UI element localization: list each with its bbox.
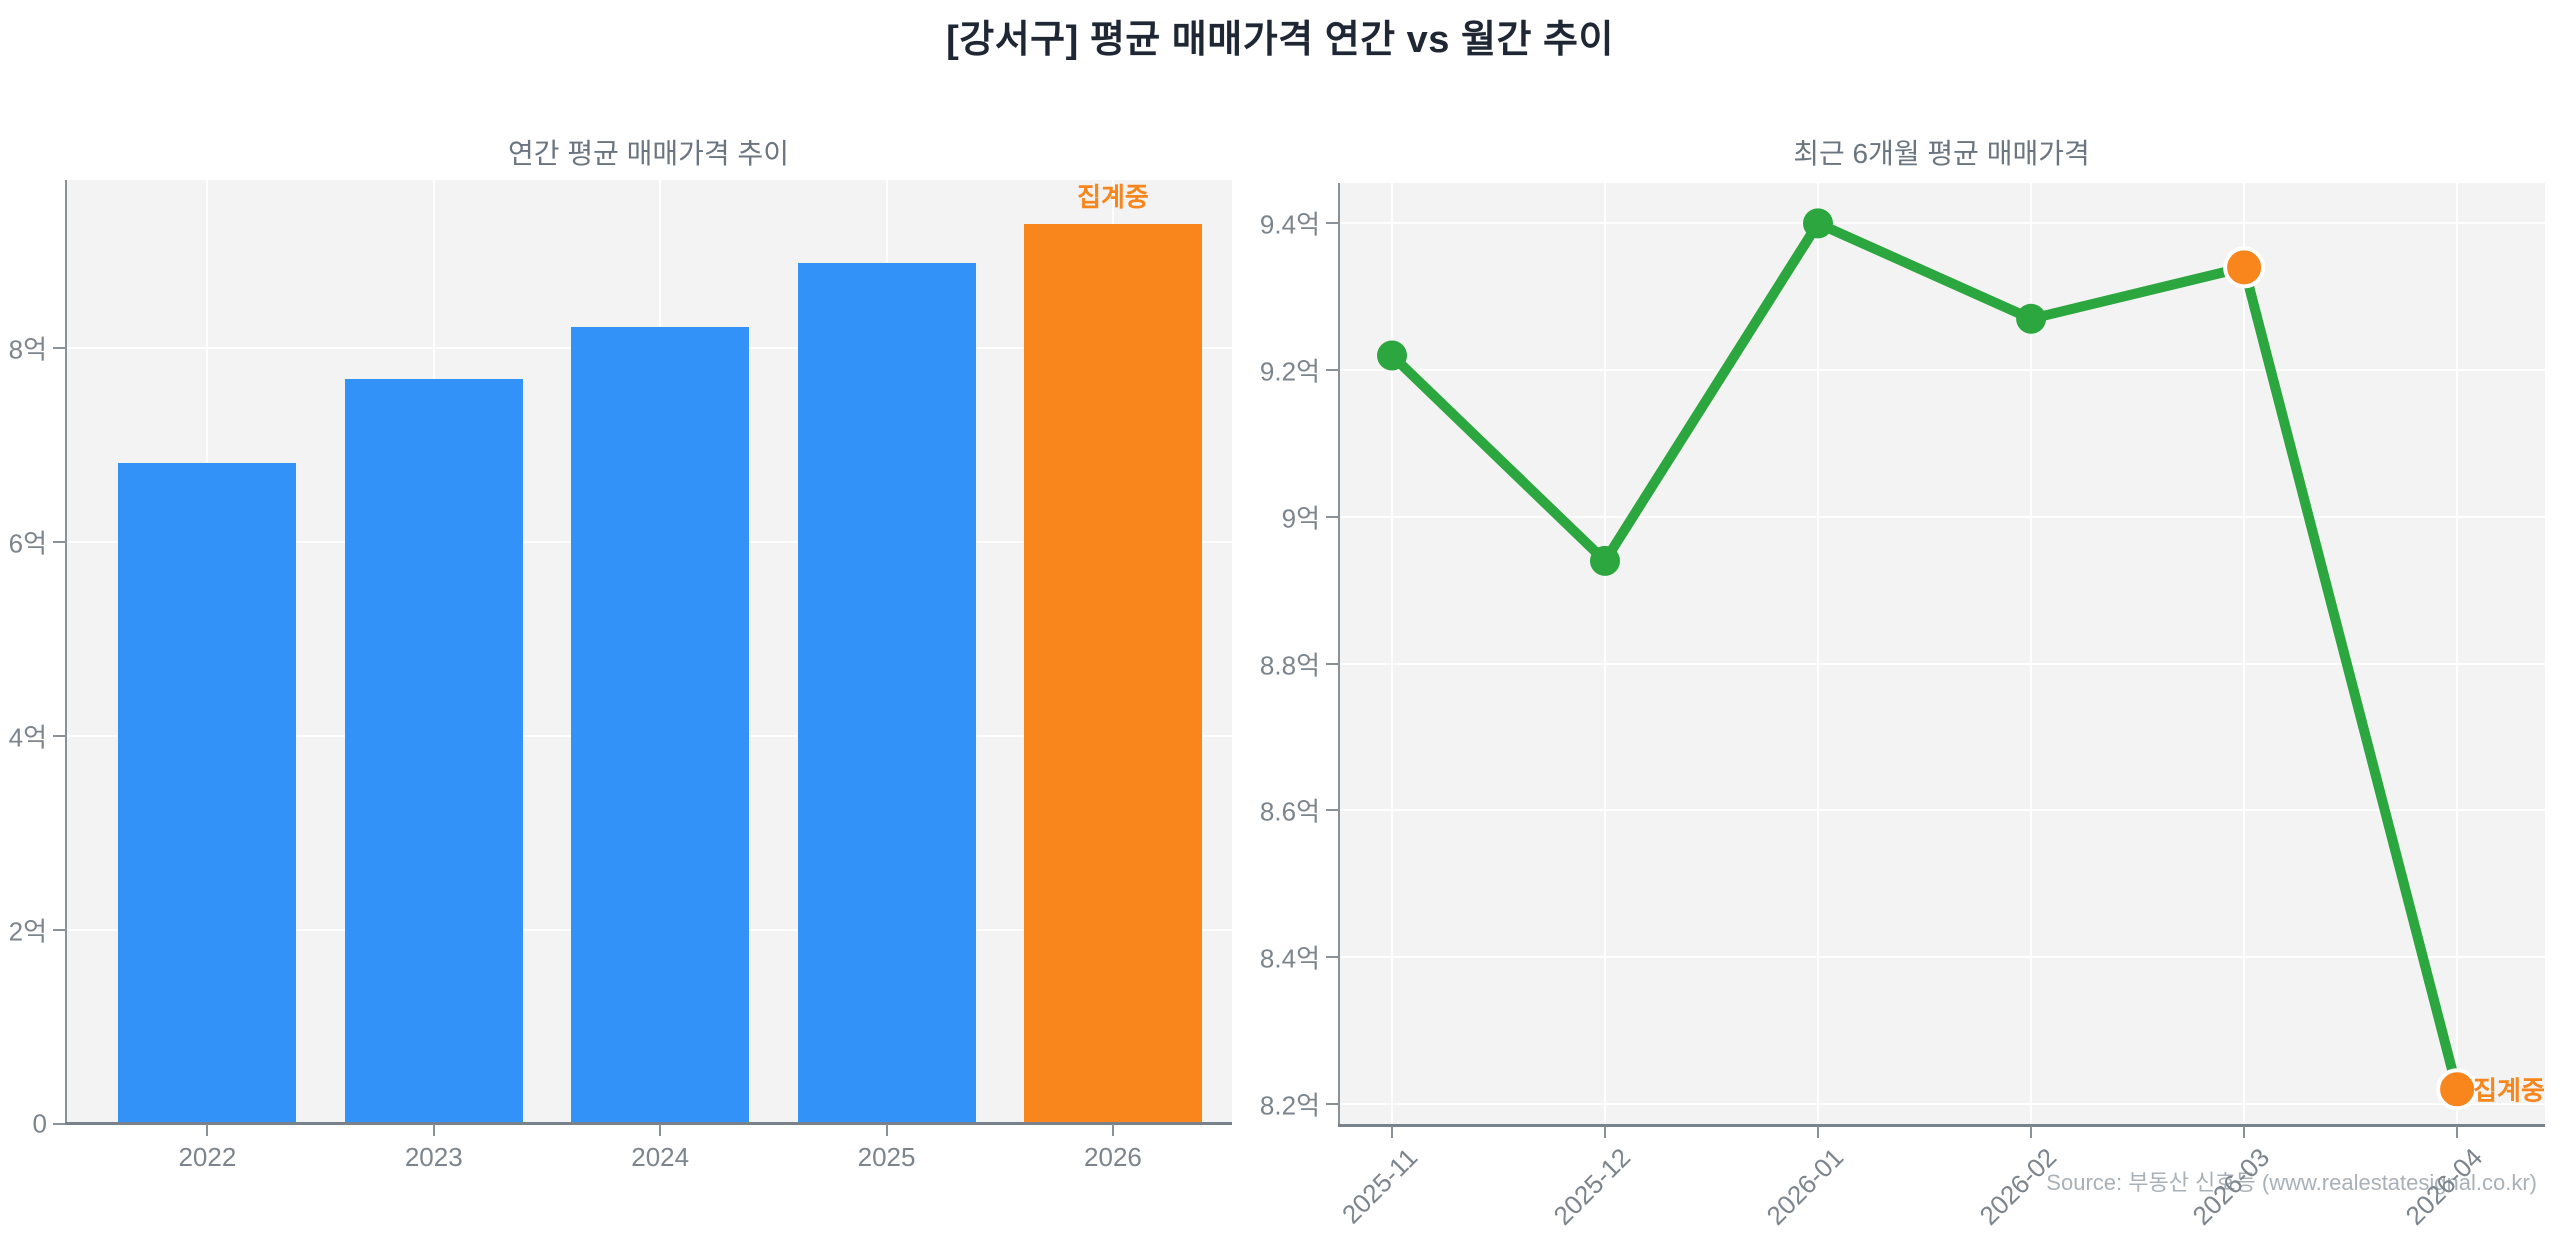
y-tick-label: 8억	[8, 334, 47, 365]
x-tick-mark	[1111, 1124, 1114, 1136]
x-tick-mark	[1390, 1126, 1393, 1138]
price-line-series	[1377, 208, 2479, 1111]
x-tick-mark	[206, 1124, 209, 1136]
data-point-2025-12	[1590, 545, 1620, 576]
y-tick-label: 8.2억	[1259, 1090, 1320, 1121]
y-tick-label: 6억	[8, 528, 47, 559]
gridline-horizontal	[1338, 515, 2545, 518]
gridline-horizontal	[1338, 222, 2545, 225]
x-tick-mark	[2243, 1126, 2246, 1138]
line-path	[1387, 218, 2463, 1095]
x-tick-mark	[885, 1124, 888, 1136]
x-tick-label: 2023	[404, 1142, 463, 1172]
y-tick-label: 4억	[8, 722, 47, 753]
data-point-2026-03	[2223, 246, 2266, 289]
y-tick-label: 9.2억	[1259, 356, 1320, 387]
gridline-horizontal	[1338, 1102, 2545, 1105]
line-chart-plot-area	[1338, 183, 2545, 1127]
y-tick-label: 8.6억	[1259, 796, 1320, 827]
bar-chart-title: 연간 평균 매매가격 추이	[508, 138, 789, 169]
data-point-2026-04	[2436, 1068, 2479, 1111]
bar-2022	[118, 463, 297, 1124]
y-axis-spine	[1338, 183, 1340, 1126]
data-point-2025-11	[1377, 340, 1407, 371]
gridline-vertical	[2030, 183, 2033, 1126]
gridline-horizontal	[1338, 369, 2545, 372]
gridline-horizontal	[1338, 809, 2545, 812]
aggregating-label-line: 집계중	[2473, 1075, 2545, 1106]
y-tick-mark	[1326, 662, 1338, 665]
bar-2025	[797, 263, 976, 1124]
x-tick-mark	[2030, 1126, 2033, 1138]
x-tick-label: 2026	[1084, 1142, 1142, 1172]
y-tick-label: 2억	[8, 916, 47, 947]
gridline-vertical	[2456, 183, 2459, 1126]
y-tick-mark	[1326, 956, 1338, 959]
y-tick-mark	[1326, 1102, 1338, 1105]
y-tick-mark	[1326, 809, 1338, 812]
page-title: [강서구] 평균 매매가격 연간 vs 월간 추이	[946, 19, 1614, 61]
gridline-vertical	[1817, 183, 1820, 1126]
x-axis-spine	[1338, 1124, 2545, 1127]
y-tick-label: 9억	[1281, 503, 1320, 534]
gridline-horizontal	[1338, 662, 2545, 665]
y-tick-mark	[53, 346, 65, 349]
y-tick-label: 9.4억	[1259, 209, 1320, 240]
y-tick-mark	[53, 540, 65, 543]
bar-2026	[1023, 223, 1202, 1124]
x-tick-label: 2025-12	[1547, 1142, 1637, 1231]
x-tick-mark	[1603, 1126, 1606, 1138]
y-tick-label: 8.8억	[1259, 650, 1320, 681]
bar-chart-plot-area	[65, 180, 1232, 1125]
gridline-horizontal	[1338, 956, 2545, 959]
gridline-vertical	[2243, 183, 2246, 1126]
data-point-2026-02	[2016, 303, 2047, 334]
x-tick-mark	[1817, 1126, 1820, 1138]
source-text: Source: 부동산 신호등 (www.realestatesignal.co…	[2046, 1170, 2537, 1195]
y-axis-spine	[65, 180, 67, 1124]
y-tick-mark	[53, 734, 65, 737]
gridline-vertical	[1390, 183, 1393, 1126]
y-tick-label: 8.4억	[1259, 943, 1320, 974]
x-tick-label: 2025	[857, 1142, 916, 1172]
y-tick-mark	[1326, 222, 1338, 225]
y-tick-label: 0	[32, 1108, 47, 1139]
x-tick-label: 2026-01	[1760, 1142, 1850, 1231]
x-axis-spine	[65, 1122, 1232, 1125]
x-tick-mark	[432, 1124, 435, 1136]
x-tick-label: 2022	[178, 1142, 237, 1172]
data-point-2026-01	[1803, 208, 1833, 239]
y-tick-mark	[53, 1123, 65, 1125]
bar-2023	[344, 378, 523, 1124]
y-tick-mark	[53, 928, 65, 931]
x-tick-mark	[659, 1124, 662, 1136]
x-tick-mark	[2456, 1126, 2459, 1138]
y-tick-mark	[1326, 515, 1338, 518]
gridline-vertical	[1603, 183, 1606, 1126]
x-tick-label: 2025-11	[1335, 1142, 1424, 1230]
bar-2024	[571, 327, 750, 1124]
aggregating-label-bar: 집계중	[1077, 181, 1149, 212]
x-tick-label: 2024	[631, 1142, 690, 1172]
y-tick-mark	[1326, 369, 1338, 372]
line-chart-title: 최근 6개월 평균 매매가격	[1793, 138, 2090, 169]
